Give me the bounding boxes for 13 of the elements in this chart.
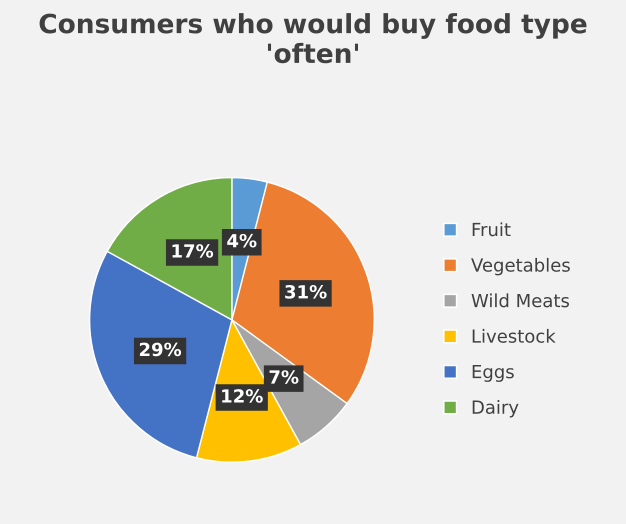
legend-label: Dairy — [472, 400, 519, 418]
legend-label: Eggs — [472, 365, 514, 382]
chart-title: Consumers who would buy food type 'often' — [40, 13, 586, 64]
data-label: 4% — [227, 234, 256, 248]
data-label: 17% — [172, 244, 214, 258]
legend-label: Fruit — [472, 222, 511, 236]
data-label: 31% — [285, 284, 327, 299]
legend-label: Vegetables — [471, 258, 570, 276]
legend-label: Wild Meats — [472, 293, 569, 308]
data-label: 12% — [222, 389, 263, 403]
data-label: 7% — [270, 370, 298, 384]
data-label: 29% — [140, 342, 182, 356]
legend-label: Livestock — [472, 328, 556, 343]
